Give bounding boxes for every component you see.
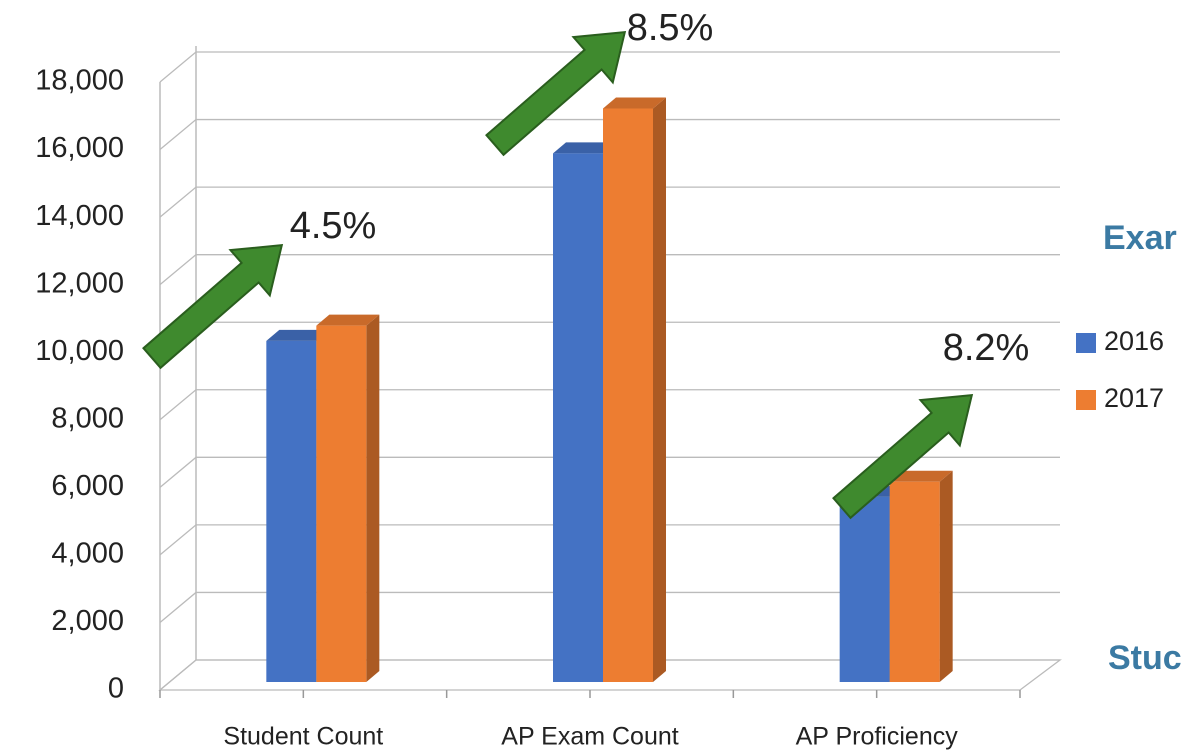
bar-face — [939, 470, 953, 682]
bar-face — [553, 142, 616, 154]
bar-face — [266, 340, 317, 682]
y-tick-label: 14,000 — [35, 200, 124, 232]
y-tick-label: 4,000 — [51, 538, 124, 570]
bar — [603, 97, 666, 683]
bar-face — [653, 97, 666, 683]
annotation: 4.5% — [290, 205, 377, 247]
arrows — [142, 31, 974, 520]
bar-face — [316, 314, 380, 326]
bar-face — [603, 108, 653, 683]
legend-swatch — [1076, 333, 1096, 353]
legend-swatch — [1076, 390, 1096, 410]
y-tick-label: 6,000 — [51, 470, 124, 502]
annotation: 8.2% — [943, 327, 1030, 369]
x-tick-label: AP Exam Count — [501, 723, 678, 751]
annotation: Stuc — [1108, 639, 1182, 677]
growth-arrow — [142, 244, 284, 370]
grid-line — [159, 591, 1060, 623]
grid-line — [159, 51, 1060, 83]
bar — [889, 470, 953, 682]
grid-line — [159, 456, 1060, 488]
bar-face — [889, 470, 953, 482]
y-tick-label: 10,000 — [35, 335, 124, 367]
grid-line — [159, 186, 1060, 218]
legend-label: 2016 — [1104, 326, 1164, 356]
growth-arrow — [832, 394, 974, 520]
y-tick-label: 16,000 — [35, 132, 124, 164]
x-tick-label: Student Count — [223, 723, 383, 751]
y-tick-label: 18,000 — [35, 65, 124, 97]
y-tick-label: 2,000 — [51, 605, 124, 637]
bar-face — [316, 325, 367, 682]
grid-line — [159, 389, 1060, 421]
y-tick-label: 12,000 — [35, 267, 124, 299]
bar-face — [603, 97, 666, 109]
annotation: Exar — [1103, 219, 1177, 257]
annotation: 8.5% — [627, 7, 714, 49]
grid-line — [159, 524, 1060, 556]
bar — [316, 314, 380, 682]
growth-arrow — [485, 31, 627, 157]
bar-face — [839, 496, 890, 682]
grid-line — [159, 254, 1060, 286]
y-tick-label: 0 — [108, 673, 124, 705]
grid-line — [159, 118, 1060, 151]
x-tick-label: AP Proficiency — [796, 723, 959, 751]
legend-label: 2017 — [1104, 383, 1164, 413]
bar-face — [366, 314, 380, 682]
bar-face — [553, 153, 603, 682]
bar-face — [889, 481, 940, 682]
y-tick-label: 8,000 — [51, 402, 124, 434]
bar-face — [266, 329, 330, 341]
